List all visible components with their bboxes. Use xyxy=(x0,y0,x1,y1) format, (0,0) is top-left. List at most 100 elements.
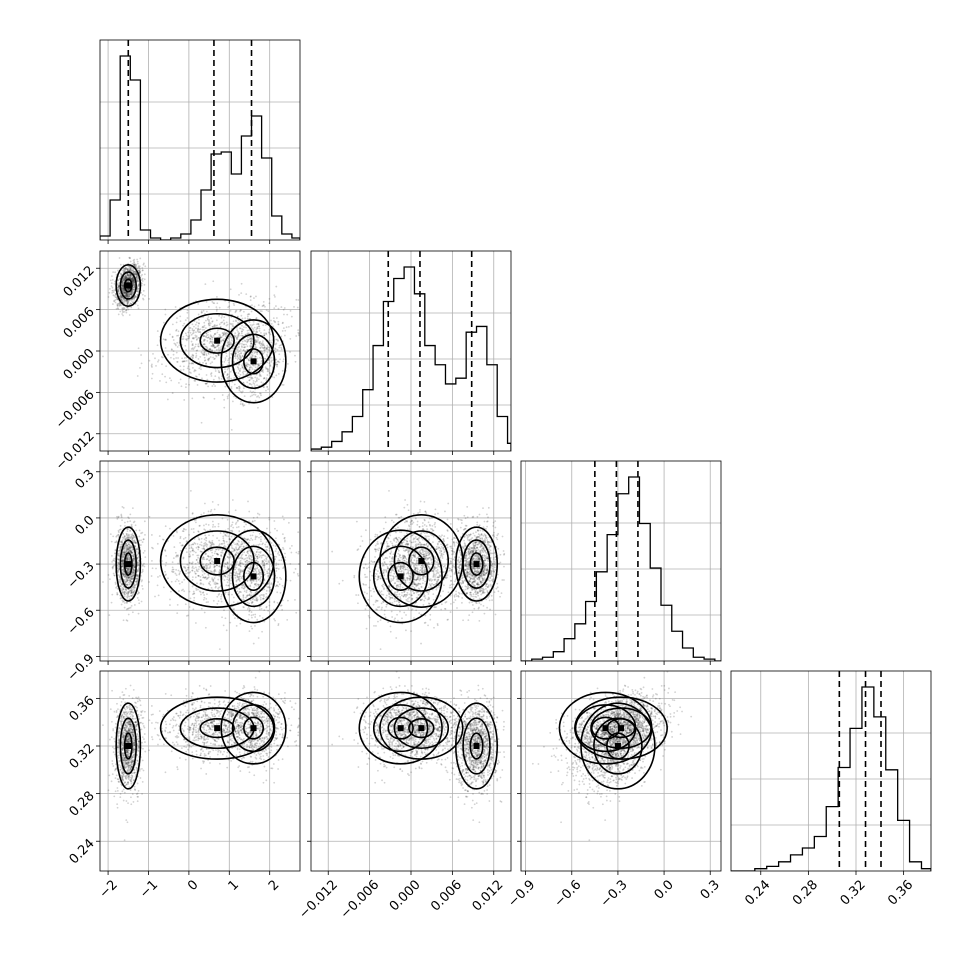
scatter-point xyxy=(199,330,201,333)
scatter-point xyxy=(248,366,251,369)
scatter-point xyxy=(207,555,210,558)
scatter-point xyxy=(126,276,128,279)
scatter-point xyxy=(185,547,187,550)
scatter-point xyxy=(127,276,130,279)
scatter-point xyxy=(238,545,241,548)
scatter-point xyxy=(236,321,239,324)
scatter-point xyxy=(121,561,124,564)
scatter-point xyxy=(125,277,128,279)
scatter-point xyxy=(202,343,204,346)
scatter-point xyxy=(209,334,212,337)
scatter-point xyxy=(255,317,258,320)
scatter-point xyxy=(274,347,276,350)
scatter-point xyxy=(240,545,242,548)
scatter-point xyxy=(110,540,113,543)
scatter-point xyxy=(139,268,141,271)
scatter-point xyxy=(131,538,134,541)
scatter-point xyxy=(241,390,244,393)
scatter-point xyxy=(131,292,134,295)
scatter-point xyxy=(296,573,299,575)
scatter-point xyxy=(171,335,174,338)
scatter-point xyxy=(283,540,286,543)
scatter-point xyxy=(202,591,205,594)
scatter-point xyxy=(297,331,300,334)
scatter-point xyxy=(123,310,125,313)
scatter-point xyxy=(126,579,129,582)
scatter-point xyxy=(213,583,216,585)
scatter-point xyxy=(133,288,136,291)
scatter-point xyxy=(238,375,241,378)
scatter-point xyxy=(102,581,104,583)
scatter-point xyxy=(123,535,126,538)
scatter-point xyxy=(132,521,135,524)
scatter-point xyxy=(202,556,205,559)
scatter-point xyxy=(238,321,241,324)
scatter-point xyxy=(165,339,167,341)
scatter-point xyxy=(183,322,186,325)
scatter-point xyxy=(240,330,243,333)
scatter-point xyxy=(126,548,128,551)
scatter-point xyxy=(260,346,263,348)
scatter-point xyxy=(266,367,268,370)
scatter-point xyxy=(200,582,203,585)
scatter-point xyxy=(201,377,203,380)
scatter-point xyxy=(273,600,276,603)
scatter-point xyxy=(259,550,262,553)
scatter-point xyxy=(127,569,130,571)
scatter-point xyxy=(240,400,242,403)
scatter-point xyxy=(155,567,157,570)
scatter-point xyxy=(238,294,240,296)
scatter-point xyxy=(218,371,221,374)
scatter-point xyxy=(254,380,257,383)
scatter-point xyxy=(137,266,140,269)
scatter-point xyxy=(126,288,128,291)
scatter-point xyxy=(214,550,217,553)
scatter-point xyxy=(225,331,228,334)
scatter-point xyxy=(208,342,211,344)
scatter-point xyxy=(121,554,124,557)
scatter-point xyxy=(250,337,252,340)
scatter-point xyxy=(213,345,216,348)
scatter-point xyxy=(248,338,251,341)
scatter-point xyxy=(138,564,140,567)
scatter-point xyxy=(130,275,133,278)
scatter-point xyxy=(223,564,226,567)
scatter-point xyxy=(200,544,203,547)
scatter-point xyxy=(240,352,242,355)
scatter-point xyxy=(125,299,128,302)
scatter-point xyxy=(114,581,117,584)
scatter-point xyxy=(236,348,239,351)
scatter-point xyxy=(238,562,241,565)
scatter-point xyxy=(256,377,258,380)
scatter-point xyxy=(135,274,138,276)
scatter-point xyxy=(203,548,206,551)
scatter-point xyxy=(121,599,124,602)
scatter-point xyxy=(131,577,134,580)
scatter-point xyxy=(141,269,144,272)
scatter-point xyxy=(137,559,140,562)
scatter-point xyxy=(121,560,124,562)
scatter-point xyxy=(220,551,223,554)
scatter-point xyxy=(192,354,195,357)
scatter-point xyxy=(203,356,206,359)
scatter-point xyxy=(294,568,297,570)
scatter-point xyxy=(256,564,259,567)
scatter-point xyxy=(256,599,258,602)
scatter-point xyxy=(127,569,130,572)
scatter-point xyxy=(266,368,269,371)
scatter-point xyxy=(226,532,229,535)
scatter-point xyxy=(131,551,133,554)
scatter-point xyxy=(237,351,240,354)
scatter-point xyxy=(236,338,239,340)
scatter-point xyxy=(224,546,227,548)
scatter-point xyxy=(204,544,207,546)
scatter-point xyxy=(266,386,269,388)
scatter-point xyxy=(249,579,252,582)
scatter-point xyxy=(263,579,266,582)
scatter-point xyxy=(247,339,250,341)
scatter-point xyxy=(118,558,121,561)
scatter-point xyxy=(201,348,204,351)
scatter-point xyxy=(123,593,126,596)
scatter-point xyxy=(216,345,218,348)
scatter-point xyxy=(196,349,199,352)
